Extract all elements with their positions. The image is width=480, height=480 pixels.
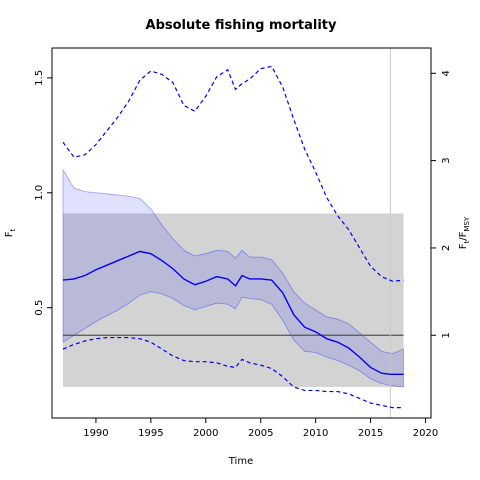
x-tick-label: 1990	[83, 428, 108, 439]
y-axis-label: Ft	[4, 228, 17, 237]
y2-tick-label: 4	[441, 70, 452, 76]
x-axis-label: Time	[228, 456, 253, 467]
x-tick-label: 1995	[138, 428, 163, 439]
chart-title: Absolute fishing mortality	[146, 18, 337, 33]
y2-tick-label: 2	[441, 245, 452, 251]
x-axis: 1990 1995 2000 2005 2010 2015 2020	[83, 418, 438, 439]
y2-tick-label: 3	[441, 157, 452, 163]
y-axis-label-main: F	[4, 231, 15, 237]
y2-tick-label: 1	[441, 332, 452, 338]
y-axis: 0.5 1.0 1.5	[34, 70, 52, 316]
y-tick-label: 1.5	[34, 70, 45, 86]
svg-text:Ft/FMSY: Ft/FMSY	[458, 216, 471, 249]
upper-dashed-line	[62, 65, 404, 282]
y2-label-sub2: MSY	[463, 216, 471, 231]
x-tick-label: 2020	[413, 428, 438, 439]
secondary-y-axis: 1 2 3 4	[431, 70, 452, 338]
x-tick-label: 2000	[193, 428, 218, 439]
y2-label-main: F	[458, 243, 469, 249]
fmsy-band	[62, 213, 404, 387]
x-tick-label: 2015	[358, 428, 383, 439]
y-tick-label: 0.5	[34, 300, 45, 316]
x-tick-label: 2010	[303, 428, 328, 439]
secondary-y-axis-label: Ft/FMSY	[458, 216, 471, 249]
y2-label-sub1: t	[463, 240, 471, 243]
confidence-band	[62, 168, 404, 388]
plot-area	[62, 48, 404, 418]
lower-dashed-line	[62, 336, 404, 409]
y-axis-label-sub: t	[9, 228, 17, 231]
svg-text:Ft: Ft	[4, 228, 17, 237]
plot-frame	[51, 47, 432, 419]
estimate-line	[62, 250, 404, 376]
y2-label-mid: /F	[458, 231, 469, 240]
y-tick-label: 1.0	[34, 185, 45, 201]
x-tick-label: 2005	[248, 428, 273, 439]
